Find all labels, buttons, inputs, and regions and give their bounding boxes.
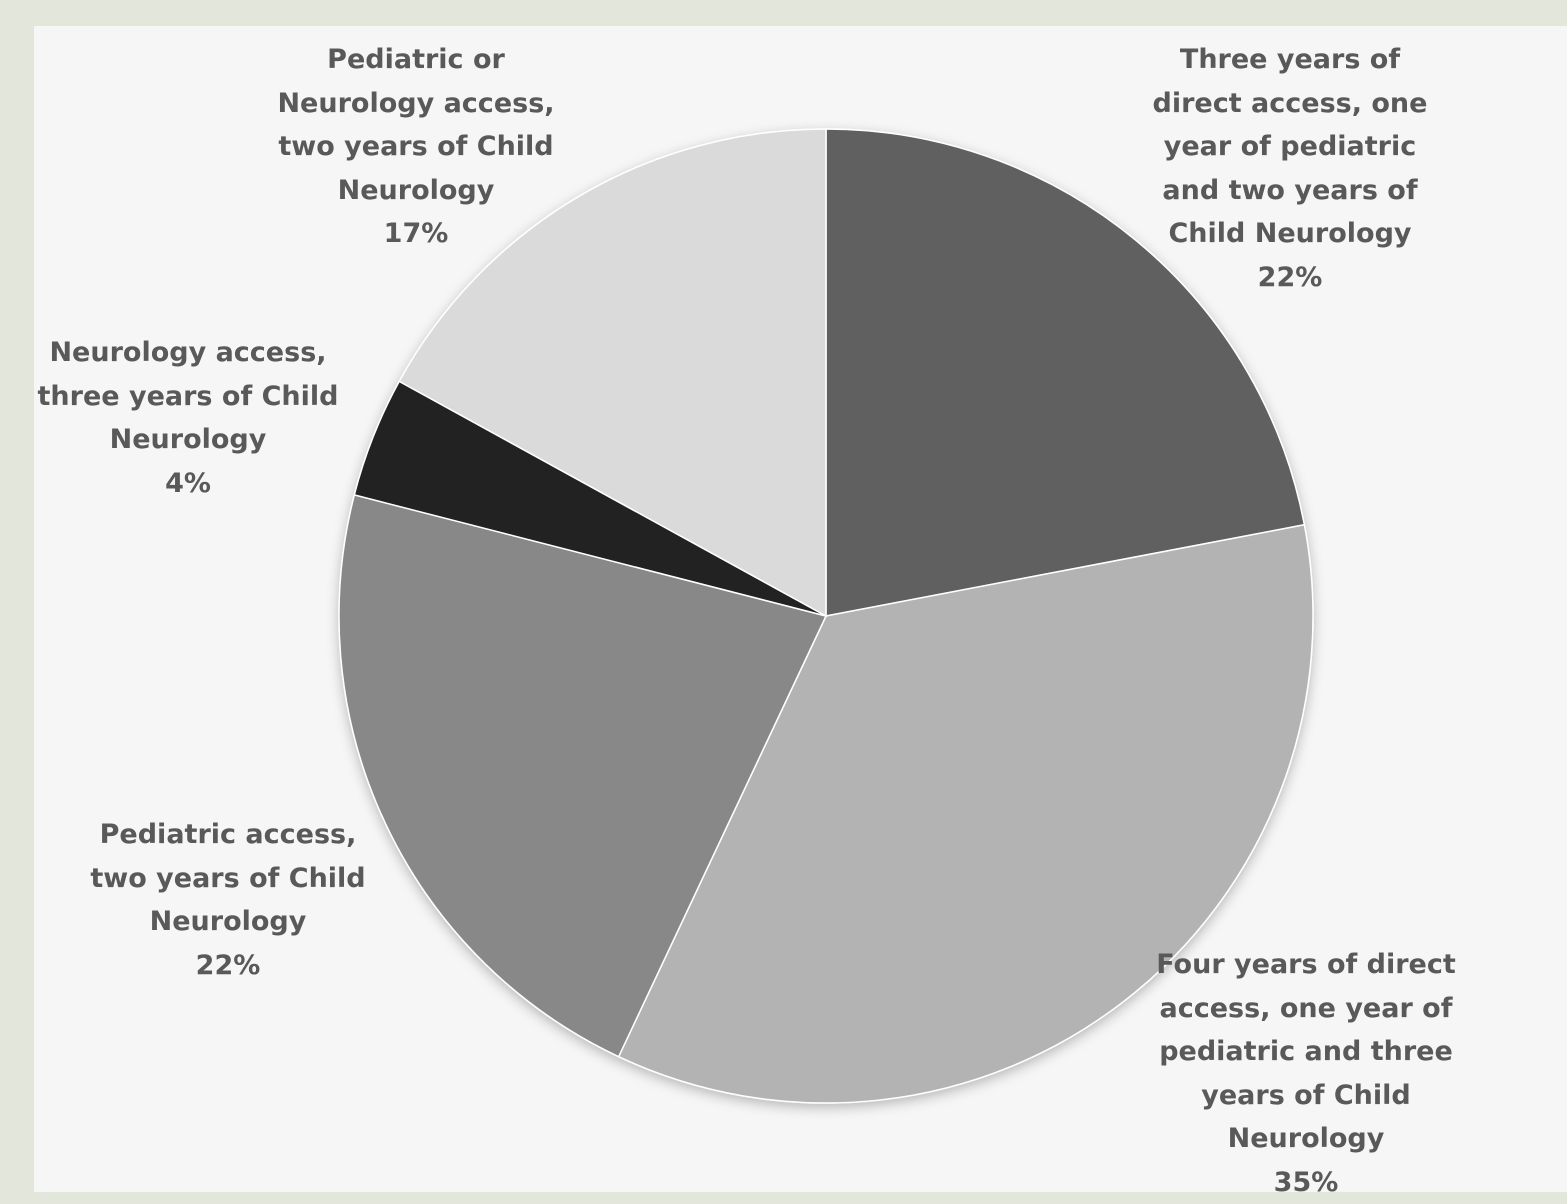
slice-pediatric-or-neurology — [398, 128, 827, 618]
slice-label-four-years-direct: Four years of direct access, one year of… — [1156, 949, 1456, 1198]
slice-label-neurology-access: Neurology access, three years of Child N… — [37, 337, 339, 499]
slice-three-years-direct — [825, 128, 1306, 617]
slice-four-years-direct — [617, 523, 1314, 1104]
slice-label-pediatric-or-neurology: Pediatric or Neurology access, two years… — [277, 44, 555, 249]
pie-chart — [338, 128, 1314, 1104]
slice-label-pediatric-access: Pediatric access, two years of Child Neu… — [90, 819, 366, 981]
slice-label-three-years-direct: Three years of direct access, one year o… — [1152, 44, 1428, 293]
chart-panel: Three years of direct access, one year o… — [34, 26, 1567, 1198]
slice-pediatric-access — [338, 493, 828, 1058]
